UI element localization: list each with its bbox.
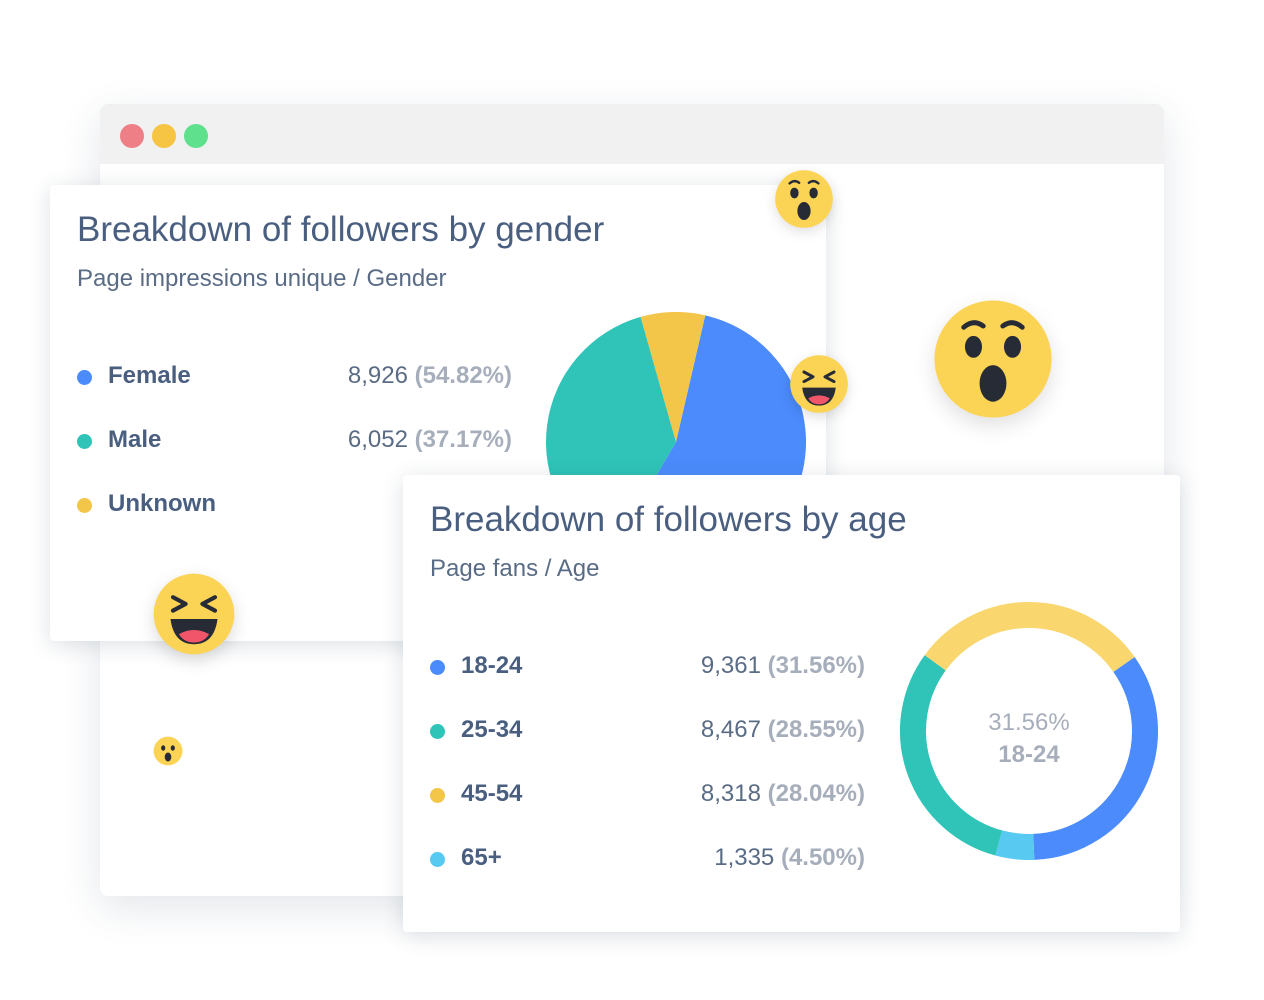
legend-value: 9,361 (31.56%) [700,652,865,679]
donut-segment-65plus [995,830,1035,860]
legend-dot [77,370,92,385]
legend-value: 6,052 (37.17%) [347,426,512,453]
legend-label: 25-34 [461,716,523,743]
wow-emoji-small-icon [153,736,183,766]
legend-label: Male [108,426,162,453]
legend-value: 8,926 (54.82%) [347,362,512,389]
legend-dot [77,434,92,449]
legend-dot [77,498,92,513]
legend-value: 8,318 (28.04%) [700,780,865,807]
legend-dot [430,852,445,867]
legend-percent: (28.04%) [767,780,865,807]
wow-emoji-icon [774,169,834,229]
card-subtitle: Page impressions unique / Gender [77,265,447,292]
legend-item: 25-34 8,467 (28.55%) [430,716,865,746]
legend-item: 65+ 1,335 (4.50%) [430,844,865,874]
legend-value: 8,467 (28.55%) [700,716,865,743]
legend-dot [430,660,445,675]
legend-item: 18-24 9,361 (31.56%) [430,652,865,682]
legend-label: 65+ [461,844,502,871]
donut-segment-18-24 [1032,657,1158,860]
legend-label: Female [108,362,191,389]
legend-label: Unknown [108,490,216,517]
legend-label: 18-24 [461,652,523,679]
legend-item: Male 6,052 (37.17%) [77,426,512,456]
close-window-button[interactable] [120,124,144,148]
browser-title-bar [100,104,1164,164]
laughing-emoji-icon [789,354,849,414]
maximize-window-button[interactable] [184,124,208,148]
legend-item: Female 8,926 (54.82%) [77,362,512,392]
donut-center-category: 18-24 [998,741,1060,768]
card-subtitle: Page fans / Age [430,555,600,582]
donut-center-label: 31.56% 18-24 [899,601,1159,861]
legend-dot [430,788,445,803]
wow-emoji-large-icon [932,298,1054,420]
legend-item: 45-54 8,318 (28.04%) [430,780,865,810]
card-title: Breakdown of followers by age [430,500,907,539]
age-donut-chart [900,602,1158,860]
legend-percent: (31.56%) [767,652,865,679]
legend-percent: (4.50%) [780,844,865,871]
age-breakdown-card: Breakdown of followers by age Page fans … [403,475,1180,932]
legend-percent: (54.82%) [414,362,512,389]
legend-value: 1,335 (4.50%) [714,844,865,871]
legend-label: 45-54 [461,780,523,807]
donut-segment-25-34 [900,655,1003,856]
donut-segment-45-54 [924,602,1135,673]
legend-percent: (28.55%) [767,716,865,743]
legend-dot [430,724,445,739]
donut-center-value: 31.56% [988,709,1070,736]
pie-slice-unknown [640,312,706,442]
laughing-emoji-medium-icon [152,572,236,656]
legend-percent: (37.17%) [414,426,512,453]
card-title: Breakdown of followers by gender [77,210,605,249]
minimize-window-button[interactable] [152,124,176,148]
